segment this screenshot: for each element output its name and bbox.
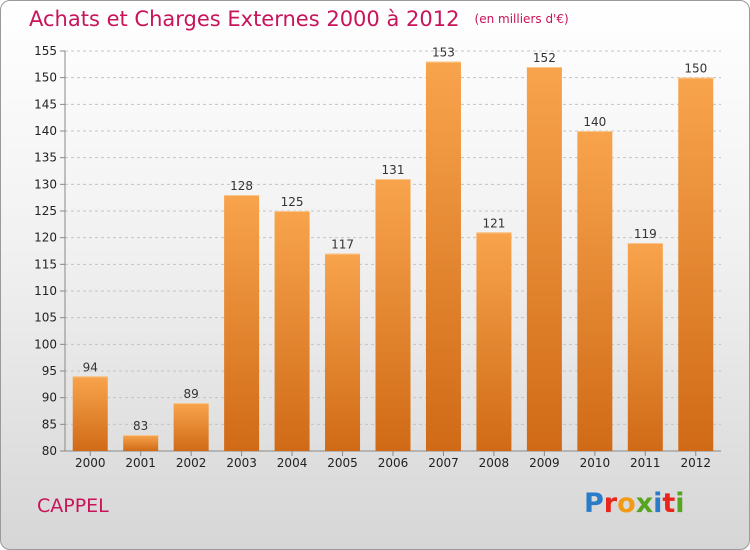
y-tick-label: 150: [34, 71, 57, 85]
y-tick-label: 95: [42, 364, 57, 378]
y-tick-label: 85: [42, 417, 57, 431]
y-tick-label: 100: [34, 337, 57, 351]
bar-2001: [123, 435, 159, 451]
y-tick-label: 135: [34, 151, 57, 165]
bar-2002: [173, 403, 209, 451]
bar-2000: [72, 376, 108, 451]
y-tick-label: 125: [34, 204, 57, 218]
x-tick-label-2000: 2000: [75, 456, 106, 470]
y-tick-label: 130: [34, 177, 57, 191]
y-tick-label: 115: [34, 257, 57, 271]
bar-layer: [72, 61, 714, 452]
bar-2010: [577, 131, 613, 451]
data-label-2000: 94: [83, 360, 98, 374]
data-label-2012: 150: [684, 62, 707, 76]
data-label-2006: 131: [382, 163, 405, 177]
chart-unit: (en milliers d'€): [474, 12, 569, 26]
x-tick-label-2011: 2011: [630, 456, 661, 470]
bar-2009: [526, 67, 562, 451]
y-tick-label: 110: [34, 284, 57, 298]
y-tick-label: 145: [34, 97, 57, 111]
y-tick-label: 80: [42, 444, 57, 458]
data-label-2005: 117: [331, 238, 354, 252]
logo-letter: i: [675, 488, 685, 519]
y-tick-label: 90: [42, 391, 57, 405]
bar-2006: [375, 179, 411, 451]
y-tick-label: 120: [34, 231, 57, 245]
x-tick-label-2010: 2010: [580, 456, 611, 470]
x-tick-label-2007: 2007: [428, 456, 459, 470]
x-tick-label-2005: 2005: [327, 456, 358, 470]
logo-letter: r: [603, 488, 618, 519]
bar-2011: [627, 243, 663, 451]
x-tick-label-2001: 2001: [125, 456, 156, 470]
axis-layer: 80 85 90 95 100 105 110 115 120 125 130 135 140 145 15…: [34, 44, 721, 470]
bar-2007: [425, 61, 461, 452]
logo-letter: x: [635, 488, 654, 519]
data-label-2002: 89: [184, 387, 199, 401]
data-label-2011: 119: [634, 227, 657, 241]
bar-2012: [678, 77, 714, 452]
x-tick-label-2012: 2012: [680, 456, 711, 470]
data-label-2010: 140: [583, 115, 606, 129]
x-tick-label-2006: 2006: [378, 456, 409, 470]
x-tick-label-2003: 2003: [226, 456, 257, 470]
data-label-2003: 128: [230, 179, 253, 193]
bar-2008: [476, 232, 512, 451]
data-label-2007: 153: [432, 46, 455, 60]
y-tick-label: 105: [34, 311, 57, 325]
logo-letter: t: [662, 488, 676, 519]
commune-name: CAPPEL: [37, 495, 109, 517]
bar-2003: [224, 195, 260, 451]
bar-2004: [274, 211, 310, 451]
x-tick-label-2002: 2002: [176, 456, 207, 470]
data-label-2009: 152: [533, 51, 556, 65]
label-layer: 94 83 89 128 125 117 131 153 121 152 140 119 150: [83, 46, 708, 433]
y-tick-label: 155: [34, 44, 57, 58]
proxiti-logo[interactable]: Proxiti: [584, 488, 685, 519]
title-block: Achats et Charges Externes 2000 à 2012 (…: [29, 7, 569, 31]
x-tick-label-2009: 2009: [529, 456, 560, 470]
data-label-2008: 121: [482, 216, 505, 230]
data-label-2004: 125: [281, 195, 304, 209]
x-tick-label-2008: 2008: [479, 456, 510, 470]
logo-letter: o: [617, 488, 636, 519]
x-tick-label-2004: 2004: [277, 456, 308, 470]
data-label-2001: 83: [133, 419, 148, 433]
chart-title: Achats et Charges Externes 2000 à 2012: [29, 7, 460, 31]
logo-letter: i: [653, 488, 663, 519]
bar-2005: [325, 253, 361, 451]
y-tick-label: 140: [34, 124, 57, 138]
logo-letter: P: [584, 488, 604, 519]
